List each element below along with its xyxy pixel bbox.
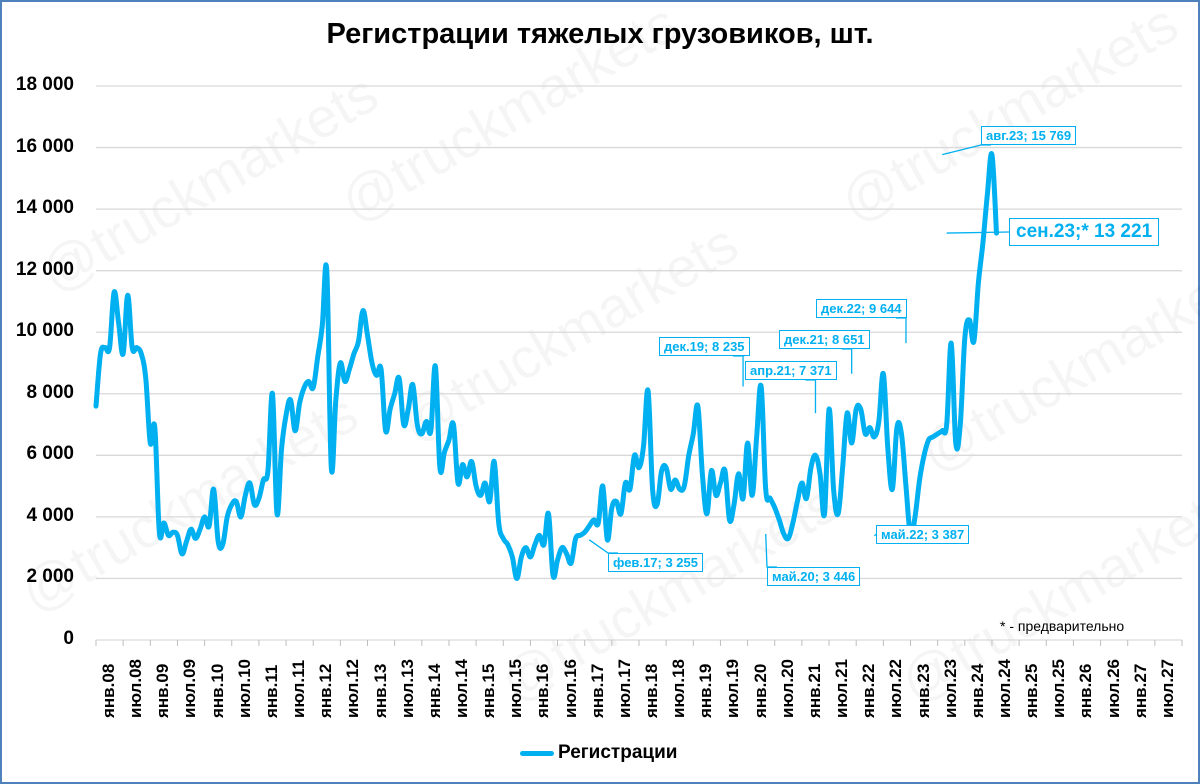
y-tick-label: 0 <box>63 628 74 649</box>
footnote: * - предварительно <box>1000 618 1125 634</box>
leader-line <box>765 533 777 568</box>
leader-line <box>805 379 817 414</box>
data-label: май.22; 3 387 <box>876 525 970 544</box>
y-tick-label: 10 000 <box>15 320 74 342</box>
y-tick-label: 2 000 <box>26 566 74 588</box>
data-label: фев.17; 3 255 <box>608 553 703 572</box>
leader-line <box>841 348 853 374</box>
series-line <box>93 151 999 581</box>
data-label: сен.23;* 13 221 <box>1009 218 1160 246</box>
y-tick-label: 16 000 <box>15 135 74 157</box>
data-label: апр.21; 7 371 <box>745 361 837 380</box>
data-label: май.20; 3 446 <box>767 567 861 586</box>
y-tick-label: 4 000 <box>26 504 74 526</box>
data-label: дек.21; 8 651 <box>779 330 870 349</box>
y-tick-label: 6 000 <box>26 443 74 465</box>
leader-line <box>733 355 744 387</box>
legend-label: Регистрации <box>558 742 678 763</box>
data-label: авг.23; 15 769 <box>981 126 1077 145</box>
chart-title: Регистрации тяжелых грузовиков, шт. <box>326 18 874 50</box>
leader-line <box>588 539 618 554</box>
leader-line <box>942 144 991 156</box>
data-label: дек.22; 9 644 <box>816 299 907 318</box>
leader-line <box>895 317 907 344</box>
y-tick-label: 18 000 <box>15 74 74 95</box>
legend: Регистрации <box>520 742 677 764</box>
y-tick-label: 12 000 <box>15 258 74 280</box>
y-tick-label: 14 000 <box>15 197 74 219</box>
legend-line-icon <box>520 750 554 756</box>
data-label: дек.19; 8 235 <box>659 337 750 356</box>
y-tick-label: 8 000 <box>26 381 74 403</box>
